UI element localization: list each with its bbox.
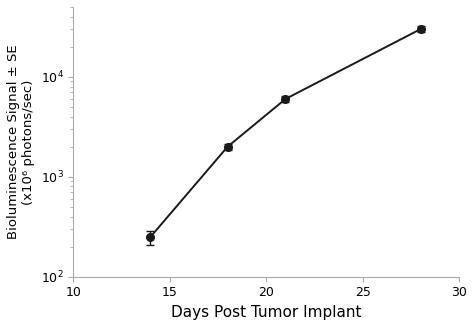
Y-axis label: Bioluminescence Signal ± SE
(x10⁶ photons/sec): Bioluminescence Signal ± SE (x10⁶ photon… [7, 44, 35, 239]
X-axis label: Days Post Tumor Implant: Days Post Tumor Implant [171, 305, 362, 320]
